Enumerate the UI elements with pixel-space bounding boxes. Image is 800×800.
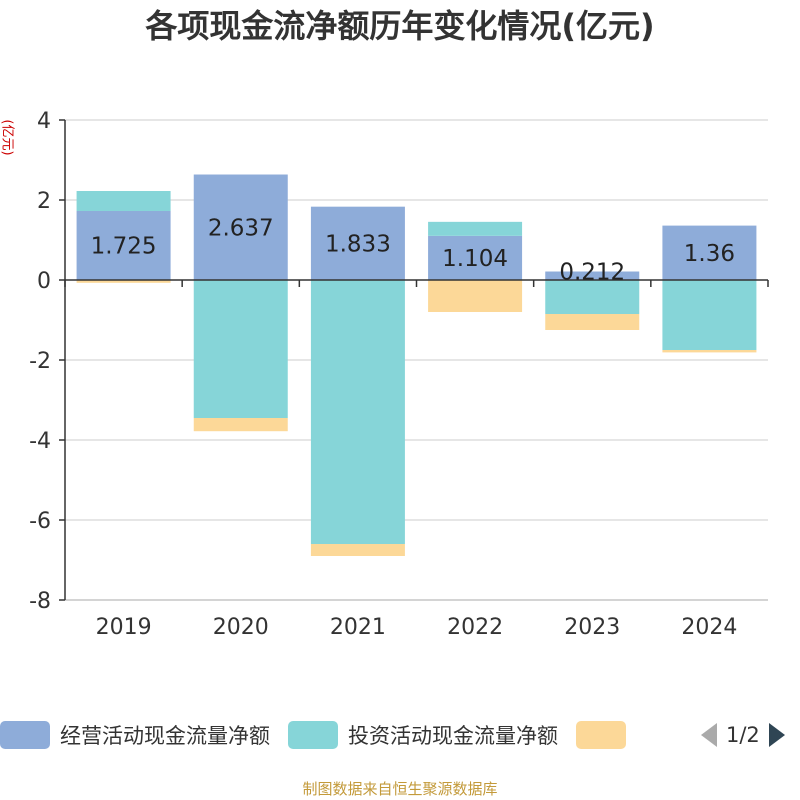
source-note: 制图数据来自恒生聚源数据库 [302,780,498,798]
bar-2021-series-2 [310,544,405,556]
y-tick-label: -8 [29,589,51,614]
legend: 经营活动现金流量净额 投资活动现金流量净额 [0,716,654,754]
x-tick-label: 2022 [447,615,503,640]
legend-swatch-third [576,721,626,749]
y-tick-label: -2 [29,349,51,374]
bar-2019-series-1 [76,191,171,211]
bar-2022-series-0 [428,235,523,280]
bar-2022-series-1 [428,221,523,236]
data-label: 1.725 [91,234,157,260]
bar-2020-series-1 [193,280,288,418]
bar-2023-series-1 [545,280,640,314]
legend-item-third[interactable] [576,721,636,749]
y-tick-label: 0 [37,269,51,294]
data-label: 1.833 [325,231,391,257]
legend-item-investing[interactable]: 投资活动现金流量净额 [288,720,558,750]
bar-2019-series-0 [76,211,171,280]
y-tick-label: 4 [37,109,51,134]
x-tick-label: 2024 [681,615,737,640]
data-label: 2.637 [208,215,274,241]
data-label: 1.36 [684,241,735,267]
bar-2019-series-2 [76,280,171,283]
y-tick-label: -6 [29,509,51,534]
bar-2021-series-1 [310,280,405,544]
axes: 4 2 0 -2 -4 -6 -8 2019 2020 2021 2022 2023 2024 [29,109,769,640]
bar-2023-series-2 [545,314,640,330]
bar-2021-series-0 [310,206,405,280]
y-tick-label: 2 [37,189,51,214]
legend-label-investing: 投资活动现金流量净额 [348,724,558,748]
y-tick-label: -4 [29,429,51,454]
bar-2020-series-0 [193,174,288,280]
legend-swatch-investing [288,721,338,749]
x-tick-label: 2019 [96,615,152,640]
legend-page-indicator: 1/2 [726,723,760,747]
x-tick-label: 2021 [330,615,386,640]
x-tick-label: 2020 [213,615,269,640]
legend-pager: 1/2 [700,716,786,754]
data-label: 0.212 [559,260,625,286]
chart-title: 各项现金流净额历年变化情况(亿元) [145,7,655,45]
bars [76,174,757,556]
bar-2022-series-2 [428,280,523,312]
bar-2024-series-1 [662,280,757,350]
legend-swatch-operating [0,721,50,749]
x-tick-label: 2023 [564,615,620,640]
legend-prev-arrow-icon[interactable] [700,721,718,749]
bar-2024-series-2 [662,350,757,353]
legend-label-operating: 经营活动现金流量净额 [60,724,270,748]
stacked-bar-chart: 4 2 0 -2 -4 -6 -8 2019 2020 2021 2022 2023 2024 1.72… [29,109,769,640]
data-labels: 1.725 2.637 1.833 1.104 0.212 1.36 [91,215,735,285]
bar-2020-series-2 [193,418,288,432]
bar-2024-series-0 [662,225,757,280]
data-label: 1.104 [442,246,508,272]
legend-item-operating[interactable]: 经营活动现金流量净额 [0,720,270,750]
legend-next-arrow-icon[interactable] [768,721,786,749]
grid-lines [65,119,768,601]
bar-2023-series-0 [545,271,640,280]
